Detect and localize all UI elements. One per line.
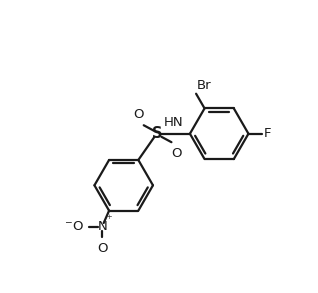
Text: Br: Br — [197, 79, 211, 92]
Text: $^{+}$: $^{+}$ — [106, 214, 113, 224]
Text: O: O — [172, 147, 182, 160]
Text: N: N — [97, 220, 107, 233]
Text: HN: HN — [164, 116, 183, 129]
Text: S: S — [152, 126, 163, 141]
Text: O: O — [97, 242, 107, 255]
Text: O: O — [133, 108, 144, 121]
Text: $^{-}$O: $^{-}$O — [64, 220, 84, 233]
Text: F: F — [264, 127, 271, 140]
